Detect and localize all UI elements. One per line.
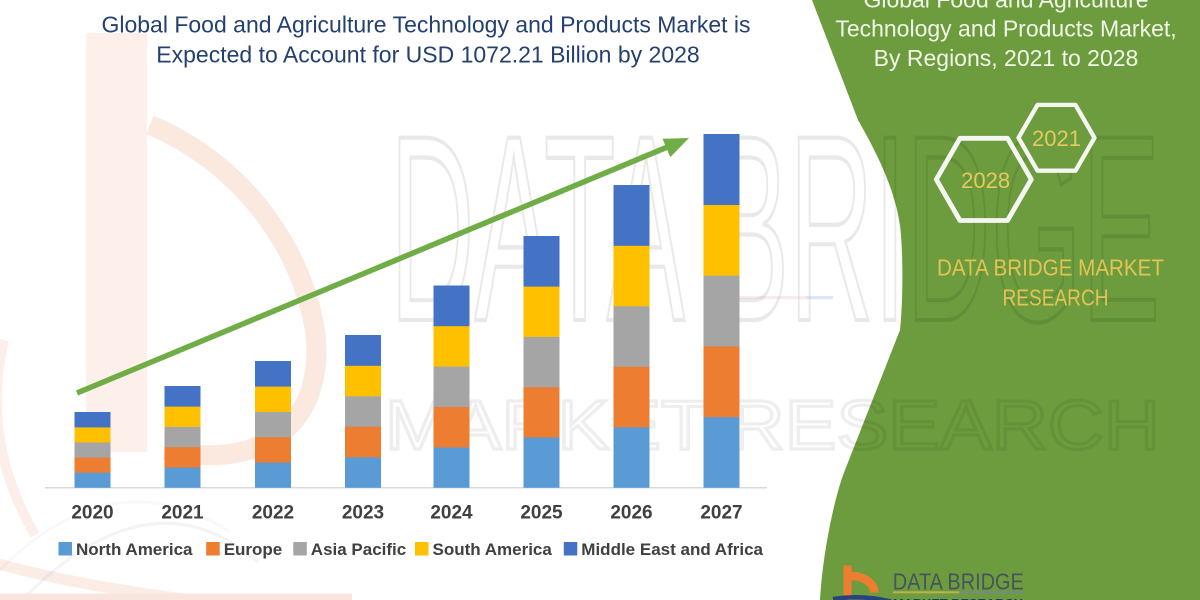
- svg-text:Asia Pacific: Asia Pacific: [311, 540, 406, 559]
- svg-text:2024: 2024: [430, 503, 473, 524]
- svg-text:2026: 2026: [610, 503, 652, 524]
- svg-text:Europe: Europe: [224, 540, 283, 559]
- svg-text:Expected to Account for USD 10: Expected to Account for USD 1072.21 Bill…: [156, 42, 699, 68]
- svg-text:MARKET RESEARCH: MARKET RESEARCH: [385, 386, 1160, 464]
- svg-text:MARKET RESEARCH: MARKET RESEARCH: [893, 596, 1023, 600]
- svg-text:North America: North America: [76, 540, 193, 559]
- svg-text:By Regions, 2021 to 2028: By Regions, 2021 to 2028: [874, 45, 1139, 71]
- svg-text:RESEARCH: RESEARCH: [1003, 285, 1109, 311]
- svg-text:2028: 2028: [961, 168, 1010, 193]
- svg-text:DATA BRIDGE MARKET: DATA BRIDGE MARKET: [937, 255, 1164, 281]
- svg-text:Global Food and Agriculture Te: Global Food and Agriculture Technology a…: [101, 12, 750, 38]
- svg-text:2027: 2027: [700, 503, 742, 524]
- svg-text:2021: 2021: [161, 503, 204, 524]
- svg-text:South America: South America: [433, 540, 553, 559]
- svg-text:DATA BRIDGE: DATA BRIDGE: [893, 569, 1024, 595]
- svg-text:2021: 2021: [1032, 126, 1081, 151]
- svg-text:Technology and Products Market: Technology and Products Market,: [835, 16, 1176, 42]
- svg-text:2023: 2023: [342, 503, 384, 524]
- svg-text:2020: 2020: [71, 503, 113, 524]
- svg-text:Global Food and Agriculture: Global Food and Agriculture: [863, 0, 1148, 12]
- svg-text:2025: 2025: [520, 503, 563, 524]
- svg-text:2022: 2022: [252, 503, 294, 524]
- svg-text:Middle East and Africa: Middle East and Africa: [581, 540, 763, 559]
